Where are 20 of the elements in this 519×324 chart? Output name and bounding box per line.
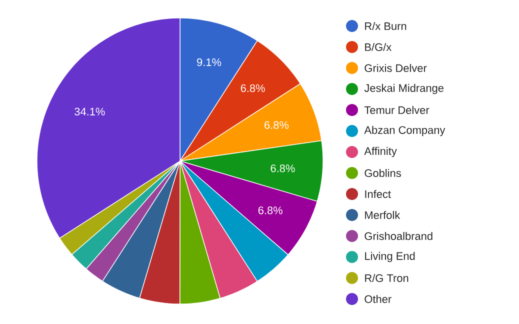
data-label: 9.1% xyxy=(197,58,222,66)
legend-label: Grishoalbrand xyxy=(364,232,432,240)
legend-label: Jeskai Midrange xyxy=(364,84,444,94)
data-label: 34.1% xyxy=(74,108,105,116)
legend-label: R/G Tron xyxy=(365,274,408,282)
legend-label: Other xyxy=(364,294,392,304)
legend-label: Grixis Delver xyxy=(364,64,427,72)
legend-label: Goblins xyxy=(364,168,401,178)
legend-label: Temur Delver xyxy=(364,106,430,114)
legend-label: B/G/x xyxy=(365,42,392,52)
data-label: 6.8% xyxy=(270,164,295,172)
legend-label: Abzan Company xyxy=(364,126,446,136)
legend-label: Merfolk xyxy=(365,210,400,220)
legend-label: R/x Burn xyxy=(365,22,406,30)
legend-label: Living End xyxy=(365,252,415,262)
legend-label: Affinity xyxy=(364,146,397,158)
data-label: 6.8% xyxy=(264,121,289,129)
legend-label: Infect xyxy=(365,190,391,198)
data-label: 6.8% xyxy=(240,84,265,92)
data-label: 6.8% xyxy=(258,206,282,214)
